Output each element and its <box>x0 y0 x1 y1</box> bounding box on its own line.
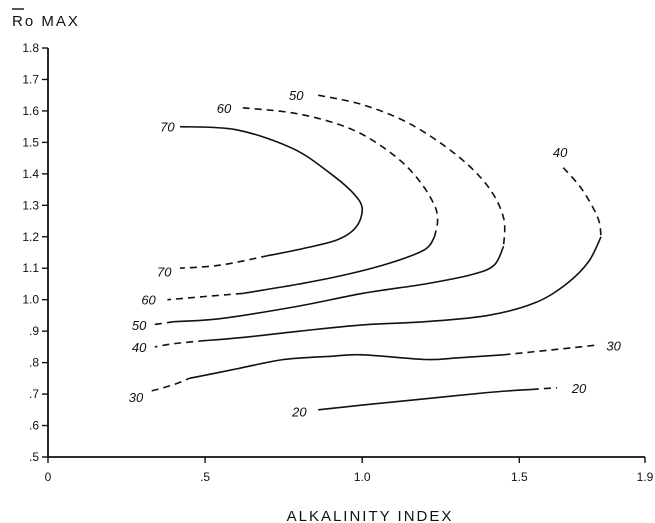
x-ticks: 0 .5 1.0 1.5 1.9 <box>45 457 654 484</box>
y-tick-label: 1.3 <box>22 198 39 212</box>
contour-line-70 <box>179 125 364 257</box>
y-tick-label: 1.6 <box>22 104 39 118</box>
contour-line-60 <box>167 292 243 301</box>
y-axis-title: Ro MAX <box>12 8 80 30</box>
y-tick-label: 1.8 <box>22 41 39 55</box>
y-axis-title-r: R <box>12 13 25 30</box>
contour-lines <box>151 94 602 411</box>
contour-line-50 <box>318 94 506 247</box>
x-tick-label: 1.0 <box>354 470 371 484</box>
y-tick-label: 1.1 <box>22 261 39 275</box>
y-tick-label: 1.0 <box>22 293 39 307</box>
y-tick-label: .6 <box>29 419 39 433</box>
contour-line-70 <box>179 254 269 269</box>
contour-line-50 <box>151 320 174 326</box>
contour-line-40 <box>562 167 602 237</box>
contour-line-30 <box>503 344 595 356</box>
contour-label-60: 60 <box>217 101 232 116</box>
contour-label-30: 30 <box>606 338 621 353</box>
contour-line-30 <box>151 377 190 392</box>
contour-line-60 <box>242 107 439 237</box>
x-tick-label: .5 <box>200 470 210 484</box>
contour-label-20: 20 <box>291 404 307 419</box>
contour-label-70: 70 <box>160 120 175 135</box>
y-axis-title-rest: o MAX <box>25 13 80 30</box>
contour-line-60 <box>242 236 436 295</box>
contour-line-40 <box>205 236 602 342</box>
contour-label-30: 30 <box>129 390 144 405</box>
y-tick-label: 1.2 <box>22 230 39 244</box>
contour-label-60: 60 <box>141 293 156 308</box>
y-tick-label: 1.5 <box>22 135 39 149</box>
y-tick-label: 1.4 <box>22 167 39 181</box>
y-tick-label: .7 <box>29 387 39 401</box>
y-tick-label: .9 <box>29 324 39 338</box>
x-tick-label: 1.9 <box>637 470 654 484</box>
x-axis-title: ALKALINITY INDEX <box>287 508 454 523</box>
contour-label-20: 20 <box>571 381 587 396</box>
y-tick-label: .8 <box>29 356 39 370</box>
contour-label-70: 70 <box>157 264 172 279</box>
contour-line-20 <box>531 387 558 391</box>
contour-label-40: 40 <box>132 340 147 355</box>
x-tick-label: 1.5 <box>511 470 528 484</box>
contour-label-50: 50 <box>289 88 304 103</box>
y-ticks: .5 .6 .7 .8 .9 1.0 1.1 1.2 1.3 1.4 1.5 1.6 1.7 1.8 <box>22 41 48 464</box>
y-tick-label: .5 <box>29 450 39 464</box>
contour-label-40: 40 <box>553 145 568 160</box>
contour-label-50: 50 <box>132 318 147 333</box>
y-tick-label: 1.7 <box>22 72 39 86</box>
contour-line-20 <box>318 388 532 411</box>
contour-line-30 <box>189 353 504 380</box>
svg-text:Ro MAX: Ro MAX <box>12 13 80 30</box>
x-tick-label: 0 <box>45 470 52 484</box>
contour-line-50 <box>173 245 505 323</box>
contour-line-40 <box>154 339 206 348</box>
